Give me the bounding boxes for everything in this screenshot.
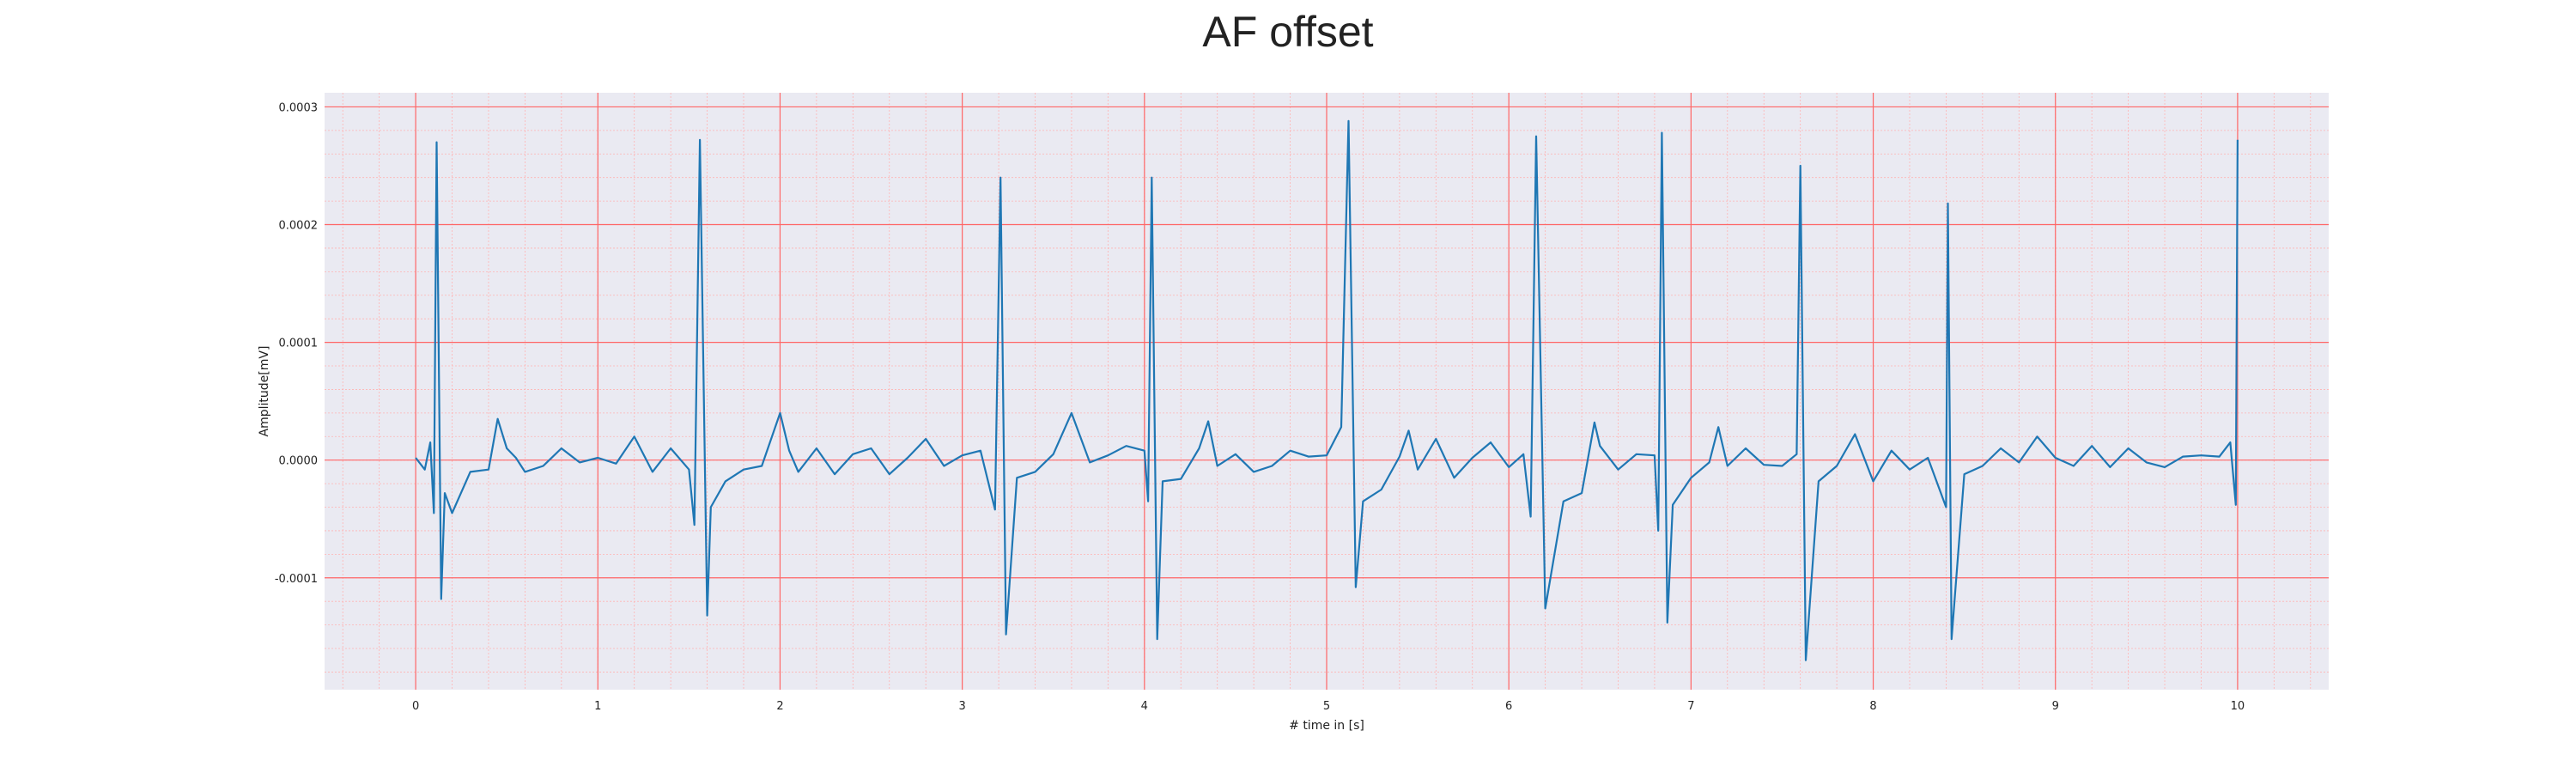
y-tick-label: 0.0000 — [279, 455, 319, 468]
series-line — [415, 119, 2239, 661]
x-tick-label: 4 — [1141, 700, 1148, 713]
x-tick-label: 10 — [2231, 700, 2245, 713]
major-grid — [325, 93, 2329, 690]
x-tick-label: 3 — [958, 700, 965, 713]
x-tick-label: 9 — [2052, 700, 2059, 713]
y-tick-label: -0.0001 — [275, 573, 318, 586]
tick-labels: 0 1 2 3 4 5 6 7 8 9 10 -0.0001 0.0000 0.0001 0.0002 0.0… — [275, 101, 2245, 713]
x-tick-label: 2 — [776, 700, 783, 713]
x-tick-label: 8 — [1869, 700, 1876, 713]
x-tick-label: 1 — [594, 700, 601, 713]
chart-title: AF offset — [1202, 8, 1373, 56]
x-axis-label: # time in [s] — [1289, 719, 1364, 733]
y-tick-label: 0.0003 — [279, 101, 319, 114]
x-tick-label: 7 — [1687, 700, 1694, 713]
y-axis-label: Amplitude[mV] — [258, 346, 271, 437]
series-layer — [415, 119, 2239, 661]
x-tick-label: 6 — [1505, 700, 1512, 713]
y-tick-label: 0.0002 — [279, 220, 319, 233]
x-tick-label: 5 — [1323, 700, 1330, 713]
y-tick-label: 0.0001 — [279, 338, 319, 350]
x-tick-label: 0 — [412, 700, 419, 713]
